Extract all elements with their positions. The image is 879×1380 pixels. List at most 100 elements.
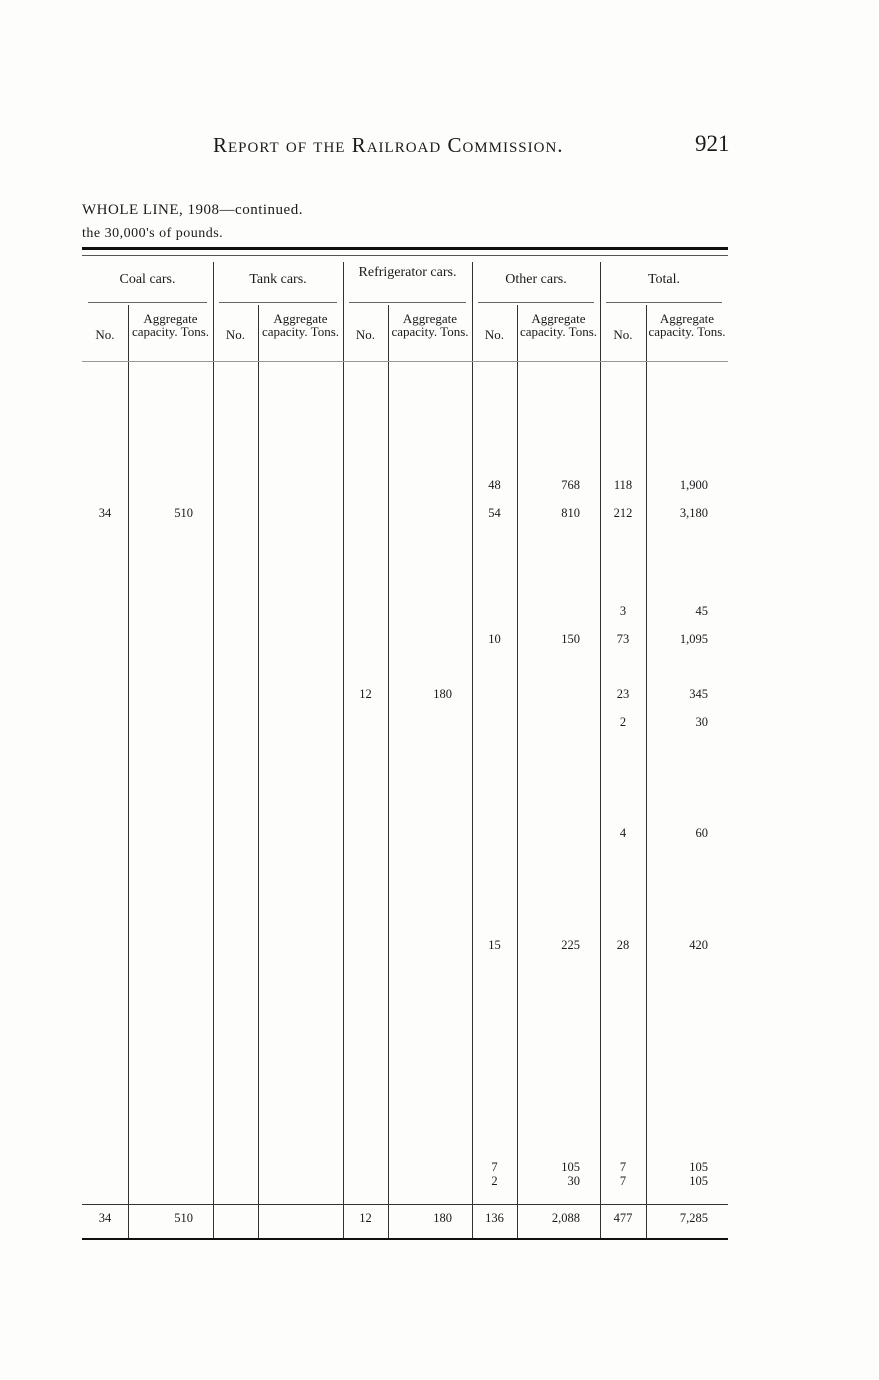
table-subcaption: the 30,000's of pounds. bbox=[82, 226, 224, 241]
empty-cell bbox=[521, 715, 596, 729]
empty-cell bbox=[217, 840, 254, 855]
empty-cell bbox=[132, 436, 209, 451]
empty-cell bbox=[604, 492, 642, 507]
group-underline bbox=[606, 302, 722, 303]
table-row bbox=[82, 1049, 728, 1063]
empty-cell bbox=[217, 589, 254, 604]
empty-cell bbox=[86, 715, 124, 729]
empty-cell bbox=[86, 575, 124, 590]
empty-cell bbox=[476, 1049, 513, 1063]
table-row bbox=[82, 1076, 728, 1091]
empty-cell bbox=[217, 1090, 254, 1105]
empty-cell bbox=[521, 923, 596, 938]
empty-cell bbox=[604, 1007, 642, 1022]
table-row: 4 60 bbox=[82, 826, 728, 841]
table-row: 34 510 54 810 212 3,180 bbox=[82, 506, 728, 521]
empty-cell bbox=[604, 728, 642, 743]
column-divider bbox=[646, 305, 647, 1238]
empty-cell bbox=[521, 1062, 596, 1077]
empty-cell bbox=[392, 464, 468, 479]
value-cell: 23 bbox=[616, 687, 630, 702]
empty-cell bbox=[392, 728, 468, 743]
empty-cell bbox=[521, 1049, 596, 1063]
empty-cell bbox=[132, 1160, 209, 1175]
empty-cell bbox=[132, 909, 209, 924]
empty-cell bbox=[650, 742, 724, 757]
empty-cell bbox=[347, 1007, 384, 1022]
empty-cell bbox=[347, 770, 384, 785]
empty-cell bbox=[650, 659, 724, 674]
empty-cell bbox=[476, 1104, 513, 1119]
empty-cell bbox=[392, 1174, 468, 1189]
empty-cell bbox=[392, 603, 468, 618]
empty-cell bbox=[392, 798, 468, 813]
empty-cell bbox=[521, 520, 596, 535]
value-cell: 73 bbox=[616, 631, 630, 646]
empty-cell bbox=[132, 408, 209, 423]
table-row bbox=[82, 882, 728, 896]
empty-cell bbox=[476, 381, 513, 395]
group-header: Total. bbox=[647, 272, 681, 287]
value-cell: 3,180 bbox=[679, 506, 708, 521]
empty-cell bbox=[217, 506, 254, 521]
column-divider bbox=[258, 305, 259, 1238]
empty-cell bbox=[132, 993, 209, 1008]
empty-cell bbox=[521, 965, 596, 980]
empty-cell bbox=[604, 381, 642, 395]
empty-cell bbox=[262, 631, 339, 646]
empty-cell bbox=[217, 993, 254, 1008]
empty-cell bbox=[132, 1174, 209, 1189]
empty-cell bbox=[132, 659, 209, 674]
empty-cell bbox=[86, 673, 124, 688]
empty-cell bbox=[347, 1104, 384, 1119]
empty-cell bbox=[86, 756, 124, 771]
value-cell: 1,900 bbox=[679, 478, 708, 493]
empty-cell bbox=[262, 1021, 339, 1036]
empty-cell bbox=[86, 687, 124, 702]
value-cell: 810 bbox=[561, 506, 580, 521]
empty-cell bbox=[392, 422, 468, 437]
empty-cell bbox=[86, 882, 124, 896]
table-row bbox=[82, 1007, 728, 1022]
empty-cell bbox=[392, 756, 468, 771]
table-row bbox=[82, 381, 728, 395]
empty-cell bbox=[262, 520, 339, 535]
value-cell: 2 bbox=[491, 1174, 498, 1189]
empty-cell bbox=[217, 826, 254, 841]
empty-cell bbox=[476, 909, 513, 924]
empty-cell bbox=[217, 742, 254, 757]
empty-cell bbox=[347, 506, 384, 521]
empty-cell bbox=[217, 464, 254, 479]
empty-cell bbox=[86, 1076, 124, 1091]
empty-cell bbox=[347, 478, 384, 493]
empty-cell bbox=[476, 408, 513, 423]
empty-cell bbox=[217, 965, 254, 980]
empty-cell bbox=[347, 742, 384, 757]
empty-cell bbox=[392, 1132, 468, 1147]
value-cell: 34 bbox=[98, 506, 112, 521]
empty-cell bbox=[392, 1104, 468, 1119]
empty-cell bbox=[262, 561, 339, 576]
group-divider bbox=[213, 262, 214, 1238]
empty-cell bbox=[347, 798, 384, 813]
empty-cell bbox=[650, 1007, 724, 1022]
empty-cell bbox=[132, 492, 209, 507]
empty-cell bbox=[604, 436, 642, 451]
empty-cell bbox=[392, 408, 468, 423]
empty-cell bbox=[650, 798, 724, 813]
empty-cell bbox=[217, 673, 254, 688]
empty-cell bbox=[262, 381, 339, 395]
empty-cell bbox=[262, 979, 339, 994]
empty-cell bbox=[604, 1062, 642, 1077]
empty-cell bbox=[262, 673, 339, 688]
empty-cell bbox=[650, 1076, 724, 1091]
empty-cell bbox=[521, 1146, 596, 1161]
empty-cell bbox=[476, 575, 513, 590]
empty-cell bbox=[86, 422, 124, 437]
empty-cell bbox=[476, 645, 513, 660]
table-row bbox=[82, 1062, 728, 1077]
empty-cell bbox=[262, 464, 339, 479]
empty-cell bbox=[347, 1146, 384, 1161]
empty-cell bbox=[132, 1132, 209, 1147]
empty-cell bbox=[392, 1062, 468, 1077]
